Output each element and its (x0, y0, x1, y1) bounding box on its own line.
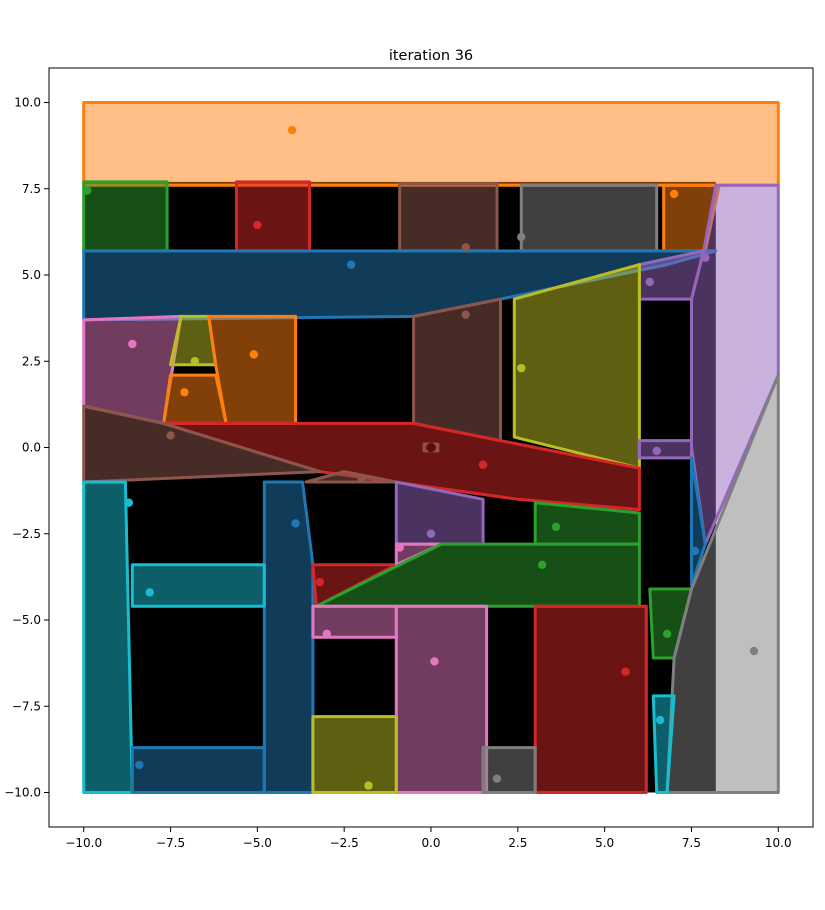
x-tick-label: −7.5 (156, 836, 185, 850)
y-tick-label: 5.0 (22, 268, 41, 282)
site-point-green-23 (551, 522, 561, 532)
y-tick-label: −7.5 (12, 699, 41, 713)
region-blue-35 (130, 746, 266, 794)
x-axis: −10.0 −7.5 −5.0 −2.5 0.0 2.5 5.0 7.5 10.0 (65, 827, 792, 850)
site-point-pink-27 (395, 543, 404, 552)
site-point-cyan-20 (124, 498, 134, 507)
site-point-gray-4 (517, 232, 526, 242)
site-point-orange-12 (180, 388, 189, 397)
site-point-purple-22 (426, 529, 436, 538)
region-green-1 (82, 180, 169, 253)
x-tick-label: 10.0 (765, 836, 792, 850)
region-brown-13 (412, 297, 502, 443)
y-tick-label: 10.0 (14, 96, 41, 110)
site-point-green-28 (537, 560, 547, 569)
site-point-pink-9 (128, 339, 137, 349)
site-point-purple-8 (645, 277, 654, 287)
site-point-orange-11 (249, 350, 259, 359)
site-point-gray-37 (492, 774, 502, 783)
x-tick-label: −2.5 (330, 836, 359, 850)
site-point-olive-10 (190, 357, 200, 366)
site-point-olive-14 (517, 363, 526, 373)
site-point-purple-19 (652, 446, 661, 456)
region-cyan-25 (130, 563, 266, 608)
site-markers (83, 125, 759, 790)
region-olive-36 (311, 715, 398, 794)
site-point-blue-24 (690, 546, 700, 556)
region-cyan-20 (82, 480, 134, 794)
region-orange-12 (162, 373, 228, 425)
region-red-2 (235, 180, 311, 253)
region-pink-30 (394, 604, 489, 794)
region-brown-16 (82, 404, 322, 484)
chart-title: iteration 36 (389, 48, 473, 64)
x-tick-label: 5.0 (595, 836, 614, 850)
region-orange-0 (82, 101, 780, 187)
site-point-red-15 (478, 460, 488, 469)
x-tick-label: −5.0 (243, 836, 272, 850)
site-point-green-32 (662, 629, 672, 638)
site-point-blue-35 (135, 760, 144, 770)
region-blue-21 (262, 480, 315, 794)
y-tick-label: 7.5 (22, 182, 41, 196)
y-tick-label: −10.0 (4, 786, 41, 800)
y-axis: −10.0 −7.5 −5.0 −2.5 0.0 2.5 5.0 7.5 10.0 (4, 96, 49, 800)
region-brown-3 (398, 182, 499, 253)
y-tick-label: −2.5 (12, 527, 41, 541)
site-point-olive-36 (364, 781, 373, 790)
site-point-pink-30 (430, 657, 439, 666)
site-point-red-2 (253, 220, 262, 230)
site-point-blue-21 (291, 519, 300, 528)
site-point-pink-29 (322, 629, 332, 638)
region-red-31 (533, 604, 648, 794)
site-point-extra-0 (426, 442, 436, 453)
site-point-brown-13 (461, 310, 470, 319)
region-purple-19 (637, 439, 693, 460)
plot-area (82, 101, 780, 794)
x-tick-label: 0.0 (421, 836, 440, 850)
region-gray-4 (519, 183, 659, 253)
y-tick-label: 0.0 (22, 441, 41, 455)
site-point-purple-7 (701, 253, 710, 262)
site-point-brown-17 (357, 474, 366, 483)
site-point-cyan-25 (145, 588, 154, 597)
region-olive-14 (512, 263, 641, 470)
site-point-brown-3 (461, 243, 470, 252)
site-point-orange-5 (669, 189, 679, 199)
site-point-red-26 (315, 577, 325, 587)
site-point-green-1 (83, 186, 92, 195)
region-gray-37 (481, 746, 537, 794)
x-tick-label: 2.5 (508, 836, 527, 850)
y-tick-label: −5.0 (12, 613, 41, 627)
x-tick-label: −10.0 (65, 836, 102, 850)
y-tick-label: 2.5 (22, 354, 41, 368)
region-brown-17 (304, 470, 398, 484)
site-point-orange-0 (287, 125, 297, 135)
x-tick-label: 7.5 (682, 836, 701, 850)
site-point-brown-16 (166, 431, 175, 440)
site-point-gray-33 (749, 646, 759, 656)
site-point-blue-6 (346, 260, 356, 269)
site-point-cyan-34 (656, 715, 665, 725)
site-point-red-31 (621, 667, 630, 676)
